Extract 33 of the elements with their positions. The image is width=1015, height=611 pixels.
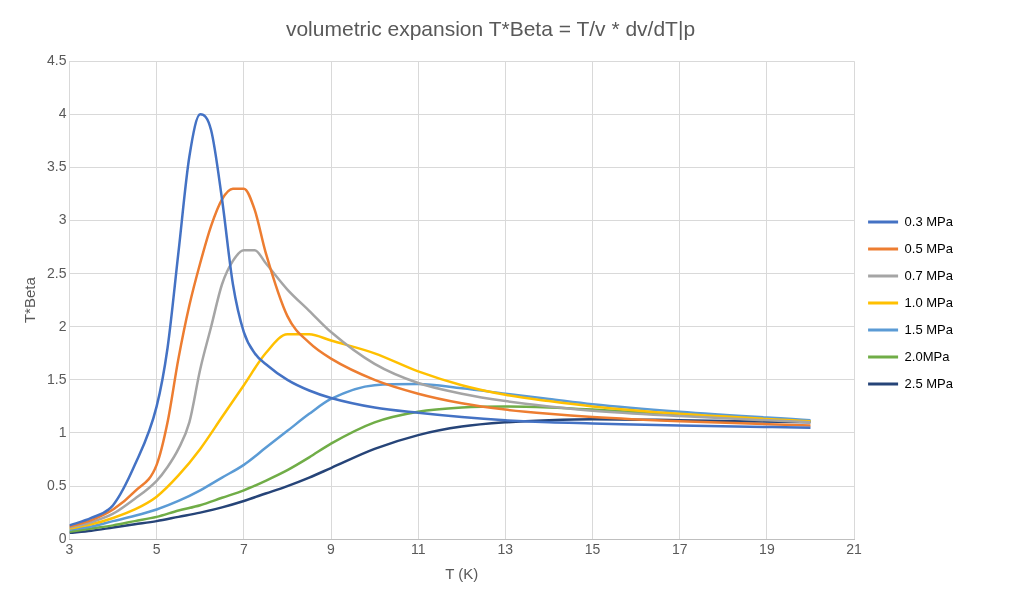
chart-title: volumetric expansion T*Beta = T/v * dv/dT|p xyxy=(285,17,696,41)
y-tick-label: 3 xyxy=(58,211,67,228)
y-tick-label: 3.5 xyxy=(46,158,67,175)
x-tick-label: 15 xyxy=(584,541,601,558)
y-tick-label: 0 xyxy=(58,530,67,547)
y-tick-label: 4.5 xyxy=(46,52,67,69)
line-series xyxy=(69,332,812,530)
legend-label: 0.3 MPa xyxy=(904,213,954,229)
x-tick-label: 19 xyxy=(759,541,775,558)
y-tick-label: 2.5 xyxy=(46,264,67,281)
legend-label: 1.5 MPa xyxy=(904,321,954,337)
line-series xyxy=(69,249,812,529)
x-tick-label: 7 xyxy=(239,541,248,558)
legend-label: 2.0MPa xyxy=(904,348,951,364)
y-tick-label: 1 xyxy=(58,423,67,440)
x-tick-label: 9 xyxy=(327,541,336,558)
legend-label: 1.0 MPa xyxy=(904,294,954,310)
legend-label: 0.7 MPa xyxy=(904,267,954,283)
x-tick-label: 11 xyxy=(410,541,426,558)
x-axis-title: T (K) xyxy=(445,565,479,583)
line-series xyxy=(69,187,812,528)
legend-label: 0.5 MPa xyxy=(904,240,954,256)
y-tick-label: 4 xyxy=(58,105,67,122)
y-tick-label: 2 xyxy=(58,317,67,334)
y-axis-title: T*Beta xyxy=(21,276,39,324)
x-tick-label: 21 xyxy=(846,541,863,558)
x-tick-label: 17 xyxy=(671,541,688,558)
line-series xyxy=(69,113,812,527)
x-tick-label: 5 xyxy=(152,541,161,558)
x-tick-label: 13 xyxy=(497,541,514,558)
y-tick-label: 0.5 xyxy=(46,476,67,493)
legend-label: 2.5 MPa xyxy=(904,375,954,391)
y-tick-label: 1.5 xyxy=(46,370,67,387)
